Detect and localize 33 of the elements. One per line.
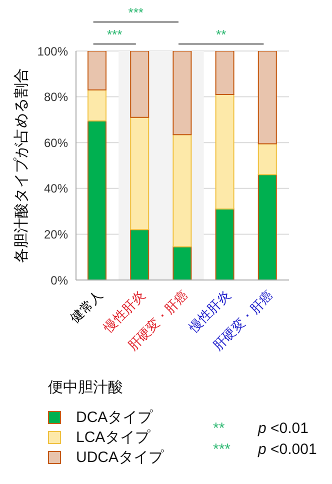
legend-label: UDCAタイプ xyxy=(75,448,164,467)
bar xyxy=(130,51,150,118)
bar xyxy=(215,208,234,280)
text: *** xyxy=(128,5,144,20)
bar xyxy=(130,116,150,230)
text: p <0.01 xyxy=(258,419,308,439)
y-tick-label: 40% xyxy=(44,182,68,196)
y-tick-label: 20% xyxy=(44,227,68,242)
y-tick-label: 0% xyxy=(50,273,68,288)
bar xyxy=(88,89,106,122)
bar xyxy=(172,246,192,280)
y-tick-label: 80% xyxy=(44,90,68,104)
text: *** xyxy=(107,27,122,42)
text: ** xyxy=(213,419,226,439)
bar xyxy=(130,229,150,280)
bar xyxy=(88,120,106,280)
y-tick-label: 100% xyxy=(37,44,68,58)
bar xyxy=(258,143,277,176)
bar xyxy=(172,134,192,248)
text: p <0.001 xyxy=(258,440,317,460)
y-tick-label: 60% xyxy=(44,136,68,150)
bar xyxy=(88,51,106,90)
legend-label: LCAタイプ xyxy=(75,428,152,447)
bar xyxy=(172,51,192,136)
legend-title: 便中胆汁酸 xyxy=(48,378,124,397)
y-axis-title: 各胆汁酸タイプが占める割合 xyxy=(13,68,30,263)
bar xyxy=(258,174,277,280)
bar xyxy=(215,94,234,210)
bar xyxy=(258,51,277,144)
legend-label: DCAタイプ xyxy=(75,408,154,427)
text: *** xyxy=(213,440,232,460)
text: ** xyxy=(216,27,226,42)
bar xyxy=(215,51,234,96)
